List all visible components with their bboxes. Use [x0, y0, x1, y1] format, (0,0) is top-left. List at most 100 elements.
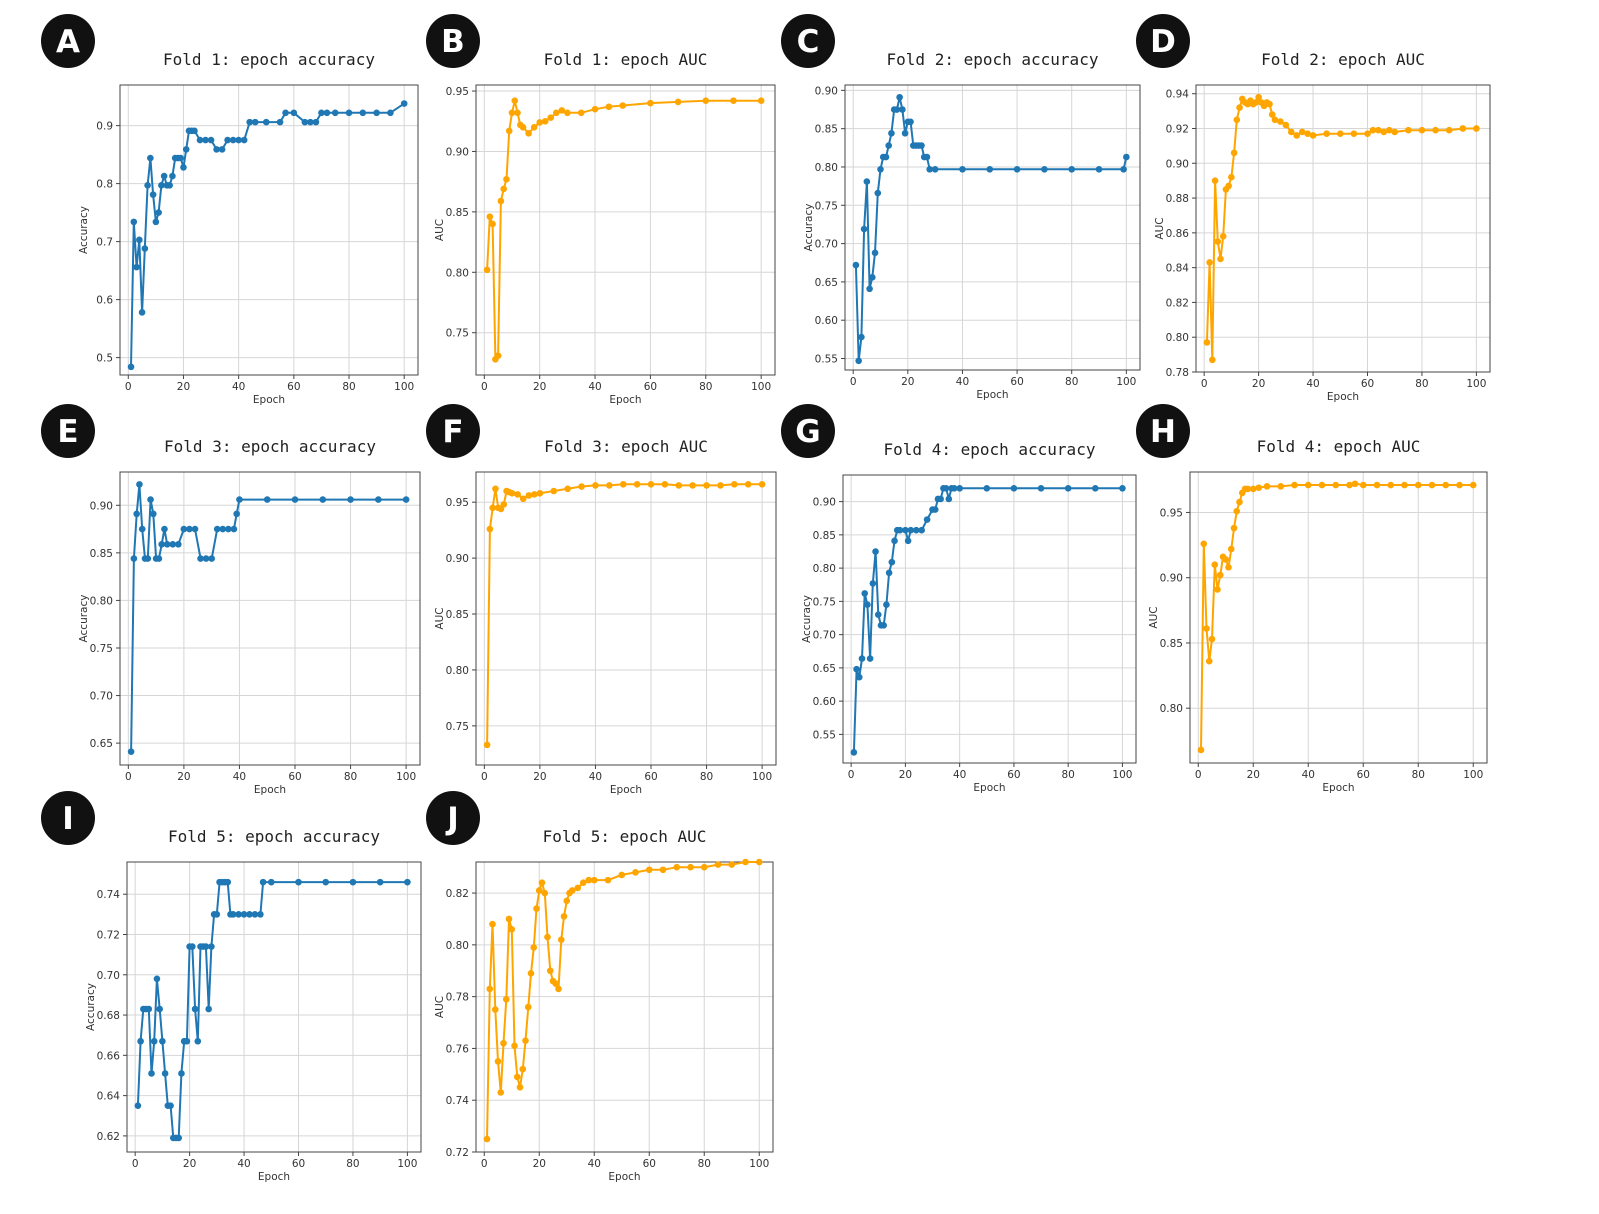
y-axis-label: AUC — [434, 607, 446, 629]
data-point — [1219, 233, 1227, 240]
data-point — [376, 878, 384, 886]
data-point — [158, 182, 165, 189]
x-axis-label: Epoch — [609, 394, 641, 406]
data-point — [307, 118, 314, 126]
data-point — [1064, 485, 1072, 492]
y-tick-label: 0.72 — [97, 930, 120, 942]
plot-frame — [1189, 471, 1488, 764]
data-point — [1282, 121, 1290, 129]
data-point — [136, 481, 143, 488]
x-tick-label: 0 — [125, 381, 132, 393]
data-point — [558, 107, 566, 114]
x-tick-label: 0 — [1201, 378, 1208, 390]
data-point — [503, 175, 510, 183]
data-point — [144, 555, 152, 562]
panel-badge — [426, 14, 480, 68]
panel-badge-letter: C — [797, 24, 820, 60]
y-axis-label: AUC — [1154, 217, 1166, 239]
data-point — [1268, 111, 1276, 118]
data-point — [224, 878, 232, 886]
plot-frame — [475, 861, 774, 1153]
data-point — [891, 537, 898, 545]
data-point — [885, 569, 893, 577]
data-point — [986, 165, 994, 173]
data-point — [530, 123, 538, 131]
y-axis-label: Accuracy — [85, 983, 97, 1031]
data-point — [730, 97, 737, 105]
y-tick-label: 0.65 — [90, 738, 113, 750]
data-point — [888, 129, 895, 137]
data-point — [872, 548, 879, 555]
y-axis-label: AUC — [1148, 606, 1160, 628]
series-line — [486, 99, 762, 363]
data-point — [1211, 561, 1219, 568]
data-point — [1068, 165, 1076, 173]
data-point — [1459, 125, 1467, 132]
data-point — [717, 482, 724, 489]
data-point — [687, 863, 694, 871]
data-point — [224, 136, 231, 144]
data-point — [218, 146, 226, 153]
data-point — [1309, 132, 1317, 139]
data-point — [167, 1102, 174, 1109]
x-tick-label: 100 — [749, 1158, 769, 1170]
panel-h: H Fold 4: epoch AUC 0 20 40 60 80 100 0.80 0.85 0.… — [1136, 404, 1488, 794]
x-tick-label: 20 — [1252, 378, 1265, 390]
data-point — [579, 879, 587, 887]
data-point — [527, 970, 535, 977]
data-point — [564, 109, 571, 117]
data-point — [202, 555, 210, 562]
y-tick-label: 0.78 — [1166, 367, 1189, 379]
panel-e: E Fold 3: epoch accuracy 0 20 40 60 80 100 0.65 0… — [41, 404, 421, 796]
y-tick-label: 0.90 — [813, 497, 836, 509]
data-point — [133, 263, 140, 271]
data-point — [191, 1005, 199, 1013]
data-point — [647, 99, 654, 107]
x-tick-label: 40 — [588, 1158, 601, 1170]
data-point — [874, 611, 882, 618]
data-point — [511, 97, 519, 105]
data-point — [860, 225, 868, 233]
data-point — [1298, 128, 1306, 136]
data-point — [1364, 130, 1371, 138]
data-point — [1200, 540, 1208, 548]
data-point — [230, 525, 238, 533]
data-point — [533, 905, 540, 912]
data-point — [183, 1037, 191, 1045]
data-point — [1346, 481, 1353, 489]
y-tick-label: 0.85 — [815, 124, 838, 136]
plot-frame — [844, 84, 1141, 371]
chart-title: Fold 1: epoch accuracy — [163, 50, 375, 69]
data-point — [923, 153, 931, 161]
panel-g: G Fold 4: epoch accuracy 0 20 40 60 80 100 0.55 0… — [781, 404, 1137, 794]
x-tick-label: 60 — [1007, 769, 1020, 781]
data-point — [153, 975, 161, 983]
data-point — [899, 106, 906, 113]
data-point — [402, 496, 410, 503]
data-point — [926, 165, 933, 173]
x-tick-label: 20 — [533, 1158, 546, 1170]
y-axis-label: Accuracy — [78, 206, 90, 254]
data-point — [728, 861, 736, 868]
data-point — [508, 109, 516, 117]
data-point — [869, 273, 876, 281]
data-point — [494, 1058, 502, 1065]
data-point — [1304, 130, 1311, 138]
data-point — [1217, 255, 1224, 263]
x-tick-label: 0 — [481, 1158, 488, 1170]
data-point — [1095, 165, 1103, 173]
data-point — [208, 943, 215, 950]
data-point — [169, 172, 176, 180]
data-point — [331, 109, 339, 117]
y-tick-label: 0.82 — [446, 888, 469, 900]
data-point — [1414, 481, 1422, 489]
data-point — [585, 876, 593, 884]
data-point — [931, 506, 939, 513]
y-tick-label: 0.55 — [815, 354, 838, 366]
x-tick-label: 80 — [700, 771, 713, 783]
x-tick-label: 20 — [533, 771, 546, 783]
x-tick-label: 20 — [177, 381, 190, 393]
data-point — [133, 510, 140, 518]
plot-frame — [475, 471, 777, 766]
